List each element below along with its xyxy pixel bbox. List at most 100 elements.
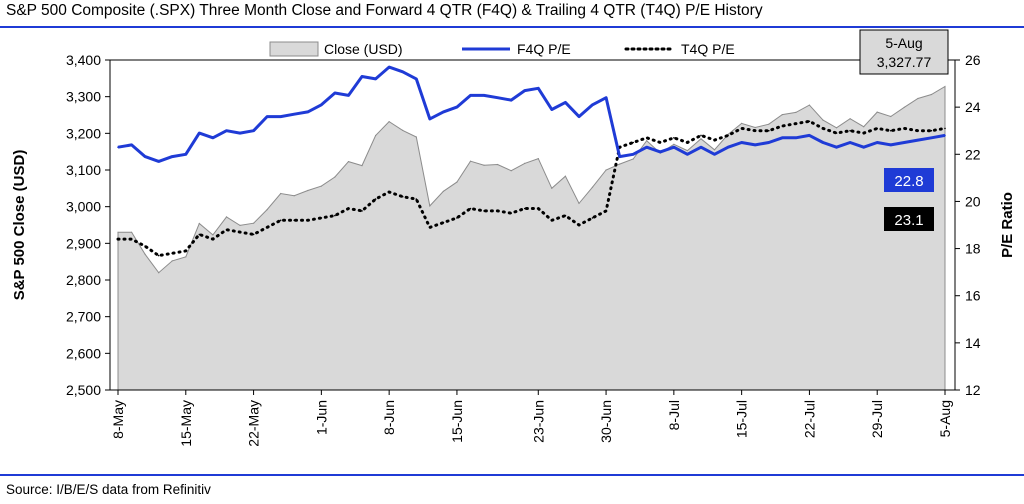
series-f4q-line-point xyxy=(225,129,228,132)
close-callout-value: 3,327.77 xyxy=(877,54,932,70)
series-f4q-line-point xyxy=(673,146,675,148)
series-f4q-line-point xyxy=(795,137,797,139)
series-f4q-line-point xyxy=(130,144,133,146)
series-f4q-line-point xyxy=(117,146,119,148)
series-f4q-line-point xyxy=(293,113,296,115)
close-point xyxy=(253,222,255,224)
series-t4q-line-point xyxy=(171,252,173,255)
series-f4q-line-point xyxy=(768,141,770,144)
series-f4q-line-point xyxy=(334,92,336,94)
series-f4q-line-point xyxy=(320,104,323,106)
t4q-callout-box xyxy=(884,207,934,231)
close-point xyxy=(497,163,499,166)
close-point xyxy=(131,231,133,233)
close-point xyxy=(781,114,783,116)
close-point xyxy=(741,122,743,124)
series-f4q-line-point xyxy=(401,71,404,73)
series-f4q-line-point xyxy=(930,137,933,139)
y2-tick-label: 16 xyxy=(965,288,981,304)
y-tick-label: 2,800 xyxy=(66,272,101,288)
f4q-callout-value: 22.8 xyxy=(894,173,923,190)
legend: Close (USD) F4Q P/E T4Q P/E xyxy=(269,41,735,57)
close-point xyxy=(280,192,282,195)
f4q-callout: 22.8 xyxy=(884,168,934,192)
series-f4q-line-point xyxy=(185,153,187,156)
x-tick-label: 8-Jul xyxy=(666,400,682,430)
series-t4q-line-point xyxy=(144,245,146,247)
y2-axis-title: P/E Ratio xyxy=(999,192,1016,258)
series-t4q-line-point xyxy=(252,233,255,236)
series-t4q-line-point xyxy=(307,219,309,222)
close-point xyxy=(158,272,160,274)
x-tick-label: 8-Jun xyxy=(381,400,397,435)
series-t4q-line-point xyxy=(469,207,472,210)
y-tick-label: 2,500 xyxy=(66,382,101,398)
series-f4q-line-point xyxy=(876,141,878,144)
series-t4q-line-point xyxy=(279,219,282,222)
close-point xyxy=(944,85,946,88)
top-rule xyxy=(0,26,1024,28)
series-t4q-line-point xyxy=(673,137,675,139)
close-point xyxy=(768,123,770,125)
close-point xyxy=(876,111,878,113)
x-tick-label: 23-Jun xyxy=(530,400,546,443)
series-f4q-line-point xyxy=(144,155,146,158)
close-point xyxy=(469,160,472,162)
close-point xyxy=(185,256,187,258)
series-t4q-line-point xyxy=(890,129,892,132)
series-f4q-line-point xyxy=(727,146,729,148)
series-t4q-line-point xyxy=(551,219,553,222)
series-t4q-line-point xyxy=(578,224,580,226)
x-tick-label: 8-May xyxy=(110,400,126,439)
x-tick-label: 5-Aug xyxy=(937,400,953,437)
series-f4q-line-point xyxy=(890,144,892,146)
close-callout-date: 5-Aug xyxy=(885,35,922,51)
y2-tick-label: 26 xyxy=(965,52,981,68)
series-t4q-line-point xyxy=(754,129,756,132)
x-tick-label: 30-Jun xyxy=(598,400,614,443)
close-point xyxy=(903,106,905,108)
series-f4q-line-point xyxy=(645,146,648,148)
series-t4q-line-point xyxy=(822,127,824,130)
close-point xyxy=(483,164,485,166)
series-t4q-line-point xyxy=(645,137,648,139)
legend-label-f4q: F4Q P/E xyxy=(517,41,571,57)
series-f4q-line-point xyxy=(157,160,160,163)
close-point xyxy=(117,231,119,233)
close-point xyxy=(917,97,919,100)
series-t4q-line-point xyxy=(917,129,919,132)
series-t4q-line-point xyxy=(510,212,512,214)
close-point xyxy=(808,104,811,106)
series-f4q-line xyxy=(117,65,946,163)
series-t4q-line-point xyxy=(835,132,838,134)
t4q-callout-value: 23.1 xyxy=(894,212,923,229)
x-tick-label: 22-May xyxy=(246,400,262,447)
series-f4q-line-point xyxy=(632,153,634,156)
series-f4q-line-point xyxy=(361,75,363,78)
series-t4q-line-point xyxy=(157,254,160,257)
series-f4q-line-point xyxy=(415,78,418,80)
series-f4q-line-point xyxy=(429,118,431,120)
series-t4q-line-point xyxy=(862,132,865,134)
x-tick-label: 15-Jul xyxy=(734,400,750,438)
series-f4q-line-point xyxy=(808,134,811,137)
close-point xyxy=(361,165,363,167)
close-point xyxy=(239,224,241,226)
series-t4q-line-point xyxy=(334,214,336,217)
series-t4q-line-point xyxy=(130,238,133,240)
close-point xyxy=(591,186,594,188)
close-point xyxy=(930,93,933,96)
series-t4q-line-point xyxy=(388,191,390,193)
series-f4q-line-point xyxy=(171,155,173,158)
series-f4q-line-point xyxy=(862,146,865,148)
series-f4q-line-point xyxy=(266,115,268,118)
y-tick-label: 3,300 xyxy=(66,89,101,105)
x-tick-label: 15-Jun xyxy=(449,400,465,443)
series-t4q-line-point xyxy=(442,221,445,224)
series-f4q-line-point xyxy=(510,99,512,101)
series-t4q-line-point xyxy=(713,139,716,141)
y-tick-label: 2,600 xyxy=(66,345,101,361)
close-point xyxy=(890,115,892,118)
series-t4q-line-point xyxy=(198,233,201,236)
